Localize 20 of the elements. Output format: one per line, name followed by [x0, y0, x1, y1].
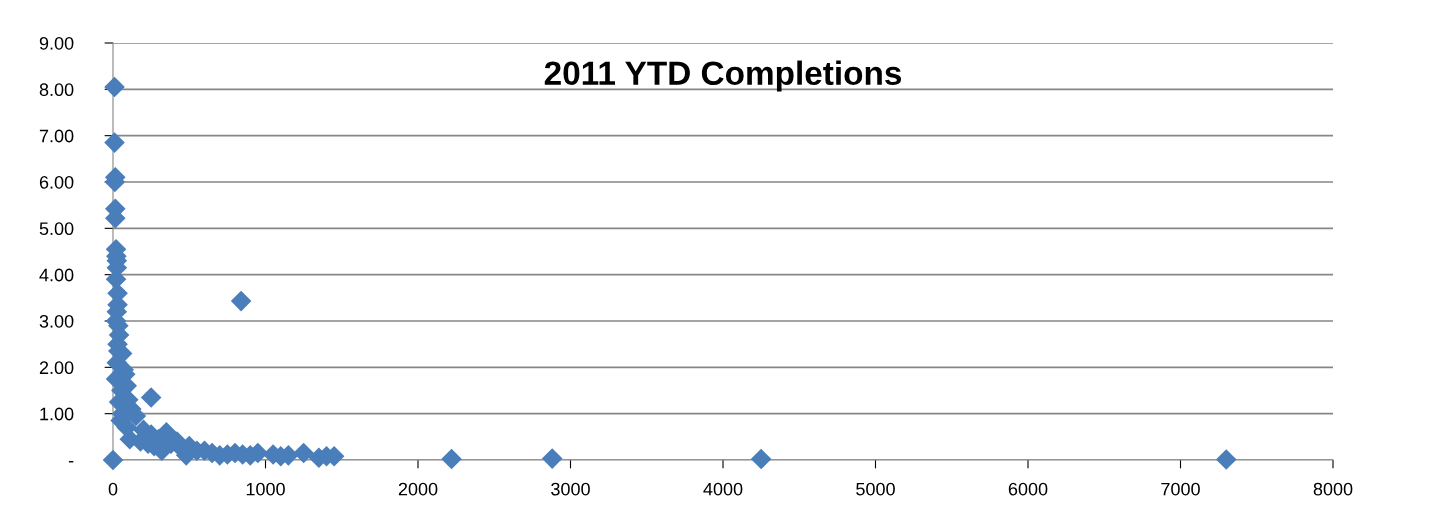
- x-tick-label: 2000: [398, 482, 438, 496]
- y-tick-label: 6.00: [39, 175, 74, 189]
- y-tick-label: 5.00: [39, 222, 74, 236]
- y-tick-label: 9.00: [39, 36, 74, 50]
- x-tick-label: 8000: [1313, 482, 1353, 496]
- y-tick-label: -: [68, 461, 74, 463]
- x-tick-label: 5000: [856, 482, 895, 496]
- y-tick-label: 1.00: [40, 407, 74, 421]
- x-tick-label: 1000: [246, 482, 285, 496]
- x-tick-label: 7000: [1161, 482, 1200, 496]
- chart-title: 2011 YTD Completions: [544, 60, 902, 92]
- y-tick-label: 3.00: [39, 314, 74, 328]
- x-tick-label: 4000: [703, 482, 743, 496]
- y-tick-label: 7.00: [39, 129, 74, 143]
- y-tick-label: 4.00: [39, 268, 74, 282]
- x-tick-label: 3000: [551, 482, 590, 496]
- x-tick-label: 6000: [1008, 482, 1048, 496]
- x-tick-label: 0: [108, 482, 118, 496]
- y-tick-label: 2.00: [39, 361, 74, 375]
- y-tick-label: 8.00: [39, 83, 74, 97]
